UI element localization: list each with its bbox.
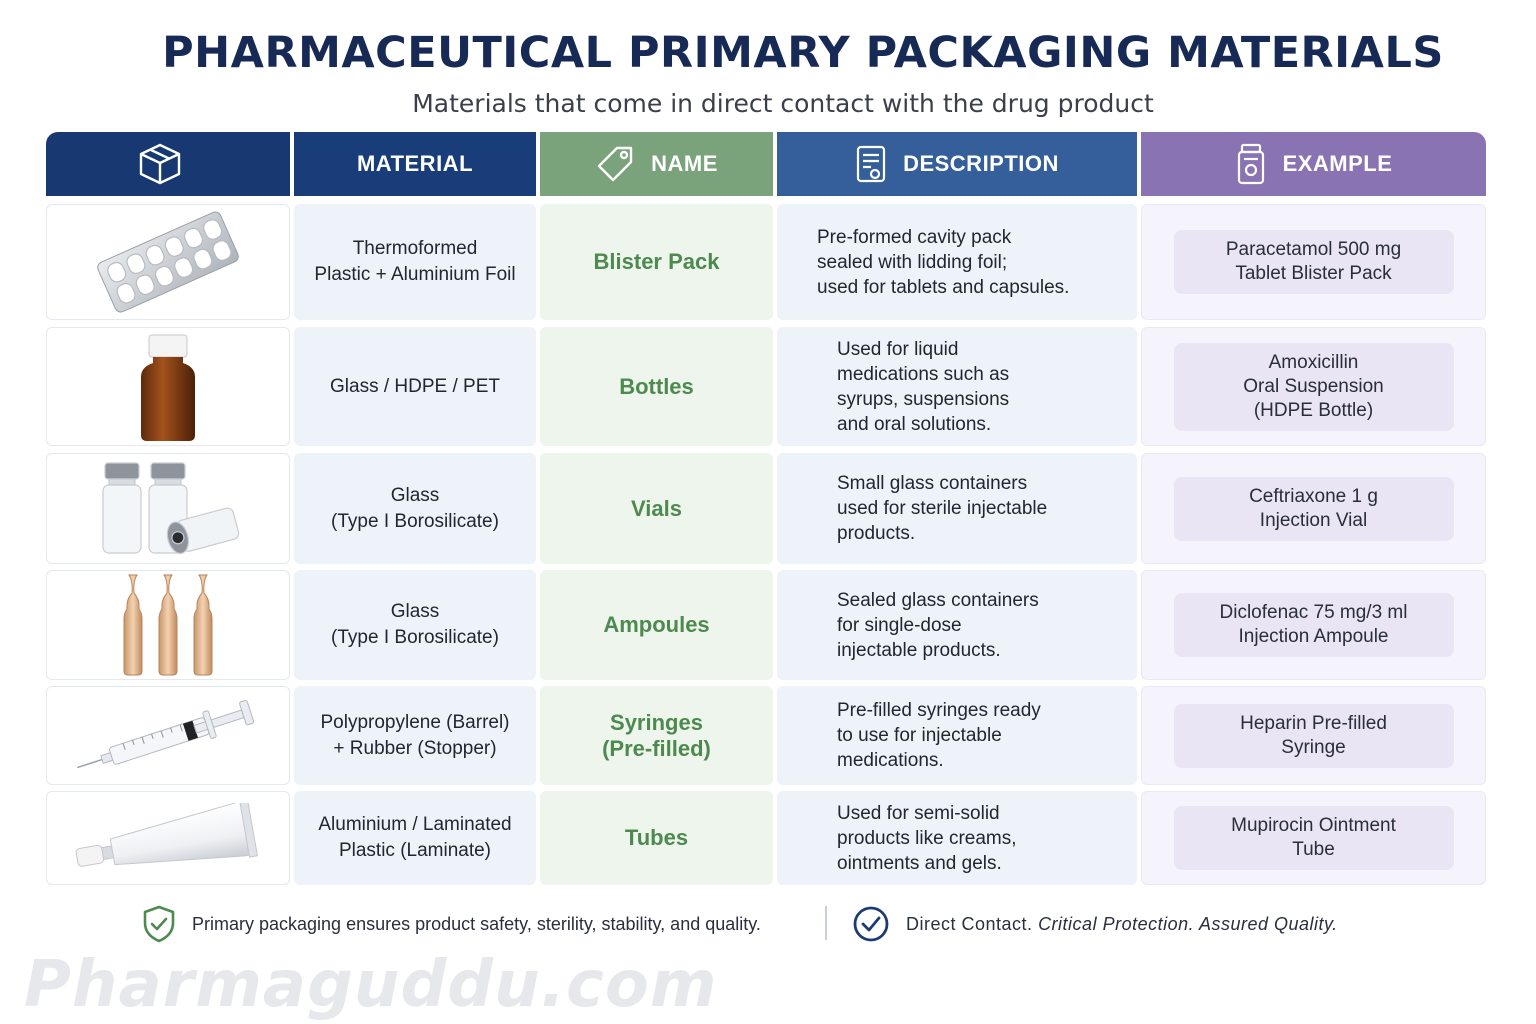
name-cell: Vials bbox=[540, 453, 773, 564]
material-cell: Glass (Type I Borosilicate) bbox=[294, 453, 536, 564]
description-cell: Used for semi-solid products like creams… bbox=[777, 791, 1137, 885]
header-example: EXAMPLE bbox=[1141, 132, 1486, 196]
example-cell: Amoxicillin Oral Suspension (HDPE Bottle… bbox=[1141, 327, 1486, 446]
example-pill: Paracetamol 500 mg Tablet Blister Pack bbox=[1173, 230, 1454, 294]
document-icon bbox=[856, 145, 886, 183]
name-cell: Blister Pack bbox=[540, 204, 773, 320]
footer-safety-note: Primary packaging ensures product safety… bbox=[142, 902, 761, 946]
example-pill: Heparin Pre-filled Syringe bbox=[1173, 703, 1454, 768]
table-row-image bbox=[46, 791, 290, 885]
header-material-label: MATERIAL bbox=[356, 151, 474, 176]
footer-left-text: Primary packaging ensures product safety… bbox=[192, 913, 761, 934]
footer-right-lead: Direct Contact. bbox=[906, 913, 1033, 934]
table-row-image bbox=[46, 686, 290, 785]
example-cell: Mupirocin Ointment Tube bbox=[1141, 791, 1486, 885]
name-cell: Ampoules bbox=[540, 570, 773, 680]
tube-image bbox=[75, 803, 259, 867]
syringe-image bbox=[77, 699, 255, 768]
footer-tagline: Direct Contact. Critical Protection. Ass… bbox=[852, 902, 1338, 946]
page-subtitle: Materials that come in direct contact wi… bbox=[412, 89, 1154, 118]
name-cell: Bottles bbox=[540, 327, 773, 446]
example-pill: Ceftriaxone 1 g Injection Vial bbox=[1173, 476, 1454, 541]
table-row-image bbox=[46, 204, 290, 320]
description-cell: Used for liquid medications such as syru… bbox=[777, 327, 1137, 446]
vials-image bbox=[102, 461, 240, 554]
header-name: NAME bbox=[540, 132, 773, 196]
material-cell: Glass (Type I Borosilicate) bbox=[294, 570, 536, 680]
example-cell: Heparin Pre-filled Syringe bbox=[1141, 686, 1486, 785]
material-cell: Polypropylene (Barrel) + Rubber (Stopper… bbox=[294, 686, 536, 785]
name-cell: Tubes bbox=[540, 791, 773, 885]
header-example-label: EXAMPLE bbox=[1282, 151, 1393, 176]
header-description-label: DESCRIPTION bbox=[903, 151, 1059, 176]
table-row-image bbox=[46, 327, 290, 446]
header-material: MATERIAL bbox=[294, 132, 536, 196]
footer-right-italic: Critical Protection. Assured Quality. bbox=[1038, 913, 1338, 934]
page-title: PHARMACEUTICAL PRIMARY PACKAGING MATERIA… bbox=[162, 28, 1444, 78]
ampoules-image bbox=[123, 574, 213, 676]
example-pill: Diclofenac 75 mg/3 ml Injection Ampoule bbox=[1173, 593, 1454, 657]
watermark: Pharmaguddu.com bbox=[24, 948, 718, 1022]
tag-icon bbox=[597, 146, 633, 182]
example-pill: Mupirocin Ointment Tube bbox=[1173, 806, 1454, 870]
description-cell: Pre-formed cavity pack sealed with liddi… bbox=[777, 204, 1137, 320]
table-row-image bbox=[46, 570, 290, 680]
header-icon-column bbox=[46, 132, 290, 196]
blister-pack-image bbox=[97, 211, 239, 313]
description-cell: Pre-filled syringes ready to use for inj… bbox=[777, 686, 1137, 785]
example-pill: Amoxicillin Oral Suspension (HDPE Bottle… bbox=[1173, 342, 1454, 431]
name-cell: Syringes (Pre-filled) bbox=[540, 686, 773, 785]
description-cell: Small glass containers used for sterile … bbox=[777, 453, 1137, 564]
footer-divider bbox=[825, 906, 827, 940]
shield-check-icon bbox=[143, 905, 175, 943]
header-description: DESCRIPTION bbox=[777, 132, 1137, 196]
material-cell: Aluminium / Laminated Plastic (Laminate) bbox=[294, 791, 536, 885]
material-cell: Glass / HDPE / PET bbox=[294, 327, 536, 446]
medicine-jar-icon bbox=[1237, 143, 1264, 185]
table-row-image bbox=[46, 453, 290, 564]
bottle-image bbox=[141, 334, 195, 441]
description-cell: Sealed glass containers for single-dose … bbox=[777, 570, 1137, 680]
material-cell: Thermoformed Plastic + Aluminium Foil bbox=[294, 204, 536, 320]
check-circle-icon bbox=[853, 906, 889, 942]
example-cell: Ceftriaxone 1 g Injection Vial bbox=[1141, 453, 1486, 564]
header-name-label: NAME bbox=[651, 151, 718, 176]
example-cell: Paracetamol 500 mg Tablet Blister Pack bbox=[1141, 204, 1486, 320]
example-cell: Diclofenac 75 mg/3 ml Injection Ampoule bbox=[1141, 570, 1486, 680]
box-icon bbox=[139, 143, 181, 185]
